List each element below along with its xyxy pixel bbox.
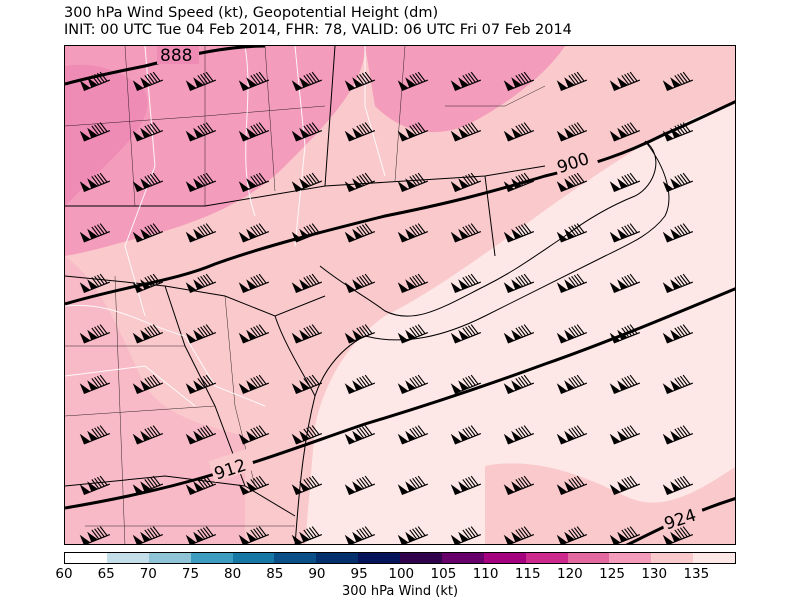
colorbar-tick-label: 65 [98, 566, 115, 582]
colorbar-tick-label: 85 [266, 566, 283, 582]
map-canvas: 888 900 912 924 [65, 46, 736, 545]
colorbar-tick-label: 95 [351, 566, 368, 582]
colorbar-segment [191, 553, 233, 563]
colorbar-segment [609, 553, 651, 563]
colorbar-segment [484, 553, 526, 563]
colorbar-tick-label: 135 [683, 566, 709, 582]
colorbar-segment [693, 553, 735, 563]
colorbar-tick-label: 120 [557, 566, 583, 582]
colorbar-tick-label: 75 [182, 566, 199, 582]
colorbar-segment [358, 553, 400, 563]
colorbar-tick-label: 115 [515, 566, 541, 582]
colorbar-segment [107, 553, 149, 563]
colorbar-tick-label: 60 [55, 566, 72, 582]
colorbar-segment [65, 553, 107, 563]
colorbar-tick-label: 110 [473, 566, 499, 582]
colorbar-segment [651, 553, 693, 563]
map-title: 300 hPa Wind Speed (kt), Geopotential He… [64, 5, 438, 22]
colorbar-tick-label: 100 [388, 566, 414, 582]
colorbar-segment [400, 553, 442, 563]
colorbar-segment [316, 553, 358, 563]
map-subtitle-valid-time: INIT: 00 UTC Tue 04 Feb 2014, FHR: 78, V… [64, 22, 572, 39]
colorbar-tick-label: 130 [641, 566, 667, 582]
colorbar-segment [149, 553, 191, 563]
contour-label-888: 888 [157, 46, 199, 66]
colorbar-tick-label: 70 [140, 566, 157, 582]
colorbar-segment [233, 553, 275, 563]
colorbar-tick-label: 80 [224, 566, 241, 582]
colorbar-segment [568, 553, 610, 563]
colorbar-tick-label: 90 [308, 566, 325, 582]
colorbar-tick-label: 105 [431, 566, 457, 582]
colorbar-label: 300 hPa Wind (kt) [342, 584, 458, 599]
map-panel: 888 900 912 924 [64, 45, 736, 545]
colorbar-tick-label: 125 [599, 566, 625, 582]
colorbar-segment [442, 553, 484, 563]
contour-label-888-text: 888 [160, 46, 192, 66]
colorbar-segment [526, 553, 568, 563]
colorbar-segment [274, 553, 316, 563]
colorbar [64, 552, 736, 564]
